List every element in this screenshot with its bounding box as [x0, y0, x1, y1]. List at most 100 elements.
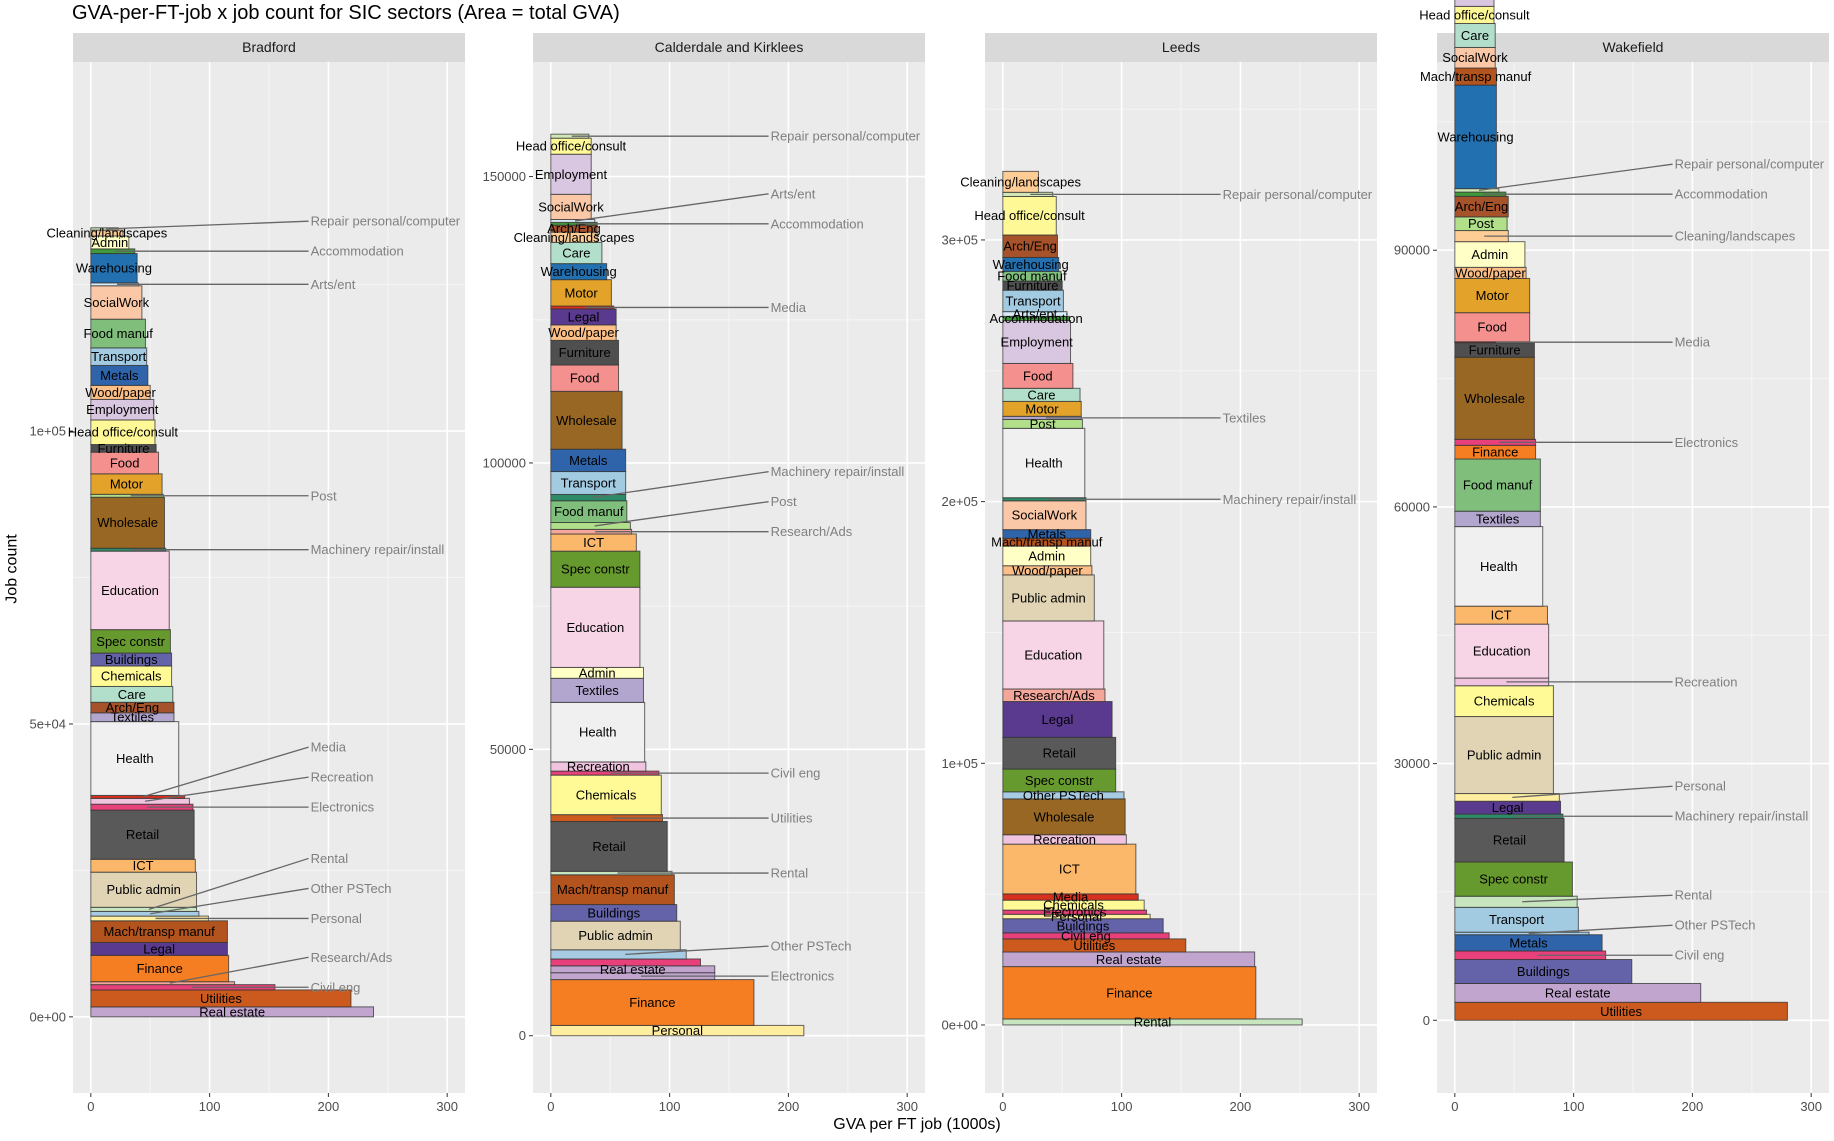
repel-leader-line — [150, 887, 309, 915]
x-tick-label: 100 — [199, 1099, 221, 1114]
bar-label: Wood/paper — [1455, 265, 1526, 280]
bar-label: Warehousing — [993, 257, 1069, 272]
bar-other-pstech[interactable] — [90, 910, 200, 917]
repel-label: Other PSTech — [771, 939, 852, 954]
bar-label: Spec constr — [1479, 872, 1548, 887]
bar-label: Arts/ent — [1012, 306, 1057, 321]
bar-label: Public admin — [578, 928, 652, 943]
bar-label: Personal — [1051, 909, 1102, 924]
y-tick-label: 0 — [519, 1028, 526, 1043]
bar-label: Motor — [110, 477, 144, 492]
y-tick-label: 0 — [1423, 1013, 1430, 1028]
bar-label: Health — [1480, 559, 1518, 574]
repel-leader-line — [1522, 894, 1673, 903]
bar-motor[interactable] — [1454, 277, 1531, 314]
bar-label: Wood/paper — [548, 325, 619, 340]
bar-label: Employment — [1001, 334, 1074, 349]
bar-label: SocialWork — [1012, 508, 1078, 523]
bar-health[interactable] — [1454, 526, 1544, 607]
bar-food-manuf[interactable] — [90, 318, 146, 349]
bar-label: Education — [1024, 647, 1082, 662]
bar-employment[interactable] — [1454, 0, 1495, 7]
bar-wholesale[interactable] — [550, 390, 623, 450]
bar-education[interactable] — [550, 586, 641, 668]
bar-health[interactable] — [90, 721, 180, 796]
bar-label: Head office/consult — [68, 425, 179, 440]
bar-label: Legal — [568, 309, 600, 324]
facet-title: Wakefield — [1603, 39, 1664, 55]
bar-other-pstech[interactable] — [550, 949, 687, 960]
bar-label: Warehousing — [1438, 129, 1514, 144]
bar-retail[interactable] — [1454, 817, 1565, 863]
bar-label: Cleaning/landscapes — [960, 174, 1081, 189]
repel-label: Cleaning/landscapes — [1675, 229, 1796, 244]
bar-finance[interactable] — [1002, 966, 1257, 1020]
repel-label: Electronics — [311, 800, 375, 815]
bar-public-admin[interactable] — [1002, 574, 1095, 622]
bar-head-office-consult[interactable] — [90, 419, 156, 446]
y-tick-label: 90000 — [1394, 243, 1430, 258]
x-tick-label: 300 — [1348, 1099, 1370, 1114]
bar-head-office-consult[interactable] — [1002, 196, 1057, 236]
bar-socialwork[interactable] — [90, 285, 143, 320]
bar-retail[interactable] — [90, 809, 195, 860]
bar-wholesale[interactable] — [1002, 798, 1126, 836]
bar-label: Admin — [1028, 548, 1065, 563]
bar-label: Health — [579, 725, 617, 740]
bar-rental[interactable] — [1454, 895, 1578, 908]
bar-label: Finance — [1106, 985, 1152, 1000]
repel-leader-line — [594, 501, 769, 527]
bar-wholesale[interactable] — [1454, 356, 1535, 440]
bar-wholesale[interactable] — [90, 496, 165, 549]
bar-socialwork[interactable] — [550, 193, 592, 221]
bar-label: Personal — [652, 1023, 703, 1038]
bar-label: ICT — [133, 858, 154, 873]
bar-warehousing[interactable] — [1454, 84, 1497, 190]
bar-label: Health — [1025, 456, 1063, 471]
bar-education[interactable] — [1002, 620, 1105, 690]
repel-leader-line — [169, 956, 309, 984]
bar-recreation[interactable] — [90, 797, 190, 805]
repel-label: Arts/ent — [311, 277, 356, 292]
bar-health[interactable] — [1002, 427, 1086, 499]
bar-transport[interactable] — [1454, 906, 1579, 933]
bar-label: Real estate — [600, 962, 666, 977]
bar-label: Wholesale — [97, 515, 158, 530]
x-tick-label: 0 — [999, 1099, 1006, 1114]
bar-motor[interactable] — [550, 279, 612, 307]
bar-education[interactable] — [90, 550, 170, 631]
bar-health[interactable] — [550, 701, 646, 763]
bar-label: Recreation — [1033, 832, 1096, 847]
bar-label: Care — [562, 246, 590, 261]
bar-label: Employment — [86, 402, 159, 417]
bar-food-manuf[interactable] — [1454, 458, 1541, 512]
bar-label: Metals — [1028, 526, 1067, 541]
bar-label: Education — [1473, 644, 1531, 659]
bar-education[interactable] — [1454, 623, 1550, 679]
bar-label: Food manuf — [83, 326, 153, 341]
bar-chemicals[interactable] — [1454, 685, 1554, 718]
repel-label: Recreation — [1675, 674, 1738, 689]
bar-public-admin[interactable] — [90, 871, 198, 908]
x-tick-label: 0 — [87, 1099, 94, 1114]
bar-retail[interactable] — [1002, 736, 1117, 770]
bar-warehousing[interactable] — [90, 253, 138, 284]
bar-label: Transport — [1006, 293, 1062, 308]
x-tick-label: 200 — [1682, 1099, 1704, 1114]
bar-admin[interactable] — [1454, 241, 1526, 268]
repel-label: Civil eng — [1675, 948, 1725, 963]
bar-spec-constr[interactable] — [1454, 861, 1573, 897]
bar-label: Head office/consult — [516, 139, 627, 154]
bar-food[interactable] — [1002, 362, 1074, 389]
bar-label: SocialWork — [84, 295, 150, 310]
bar-textiles[interactable] — [550, 677, 644, 703]
bar-public-admin[interactable] — [1454, 716, 1554, 795]
bar-post[interactable] — [550, 522, 631, 530]
bar-machinery-repair-install[interactable] — [550, 493, 627, 502]
bar-socialwork[interactable] — [1002, 500, 1087, 531]
bar-retail[interactable] — [550, 821, 668, 872]
bar-mach-transp-manuf[interactable] — [550, 874, 675, 906]
bar-cleaning-landscapes[interactable] — [1002, 170, 1039, 193]
bar-finance[interactable] — [90, 954, 230, 983]
bar-label: Buildings — [105, 652, 158, 667]
